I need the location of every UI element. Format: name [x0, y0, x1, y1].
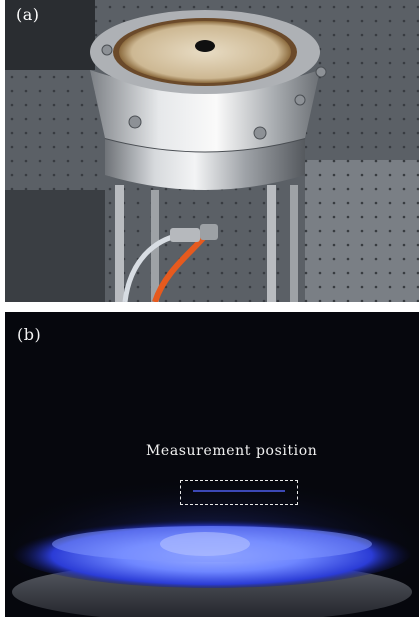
panel-a-label: (a) — [16, 5, 40, 24]
blue-flame-photo — [5, 312, 419, 617]
measurement-position-box — [180, 480, 298, 505]
burner-hardware-photo — [5, 0, 419, 302]
panel-b-label: (b) — [17, 325, 42, 344]
measurement-position-label: Measurement position — [146, 443, 318, 459]
panel-b-photo: (b) Measurement po — [5, 312, 419, 617]
panel-a-photo: (a) — [5, 0, 419, 302]
